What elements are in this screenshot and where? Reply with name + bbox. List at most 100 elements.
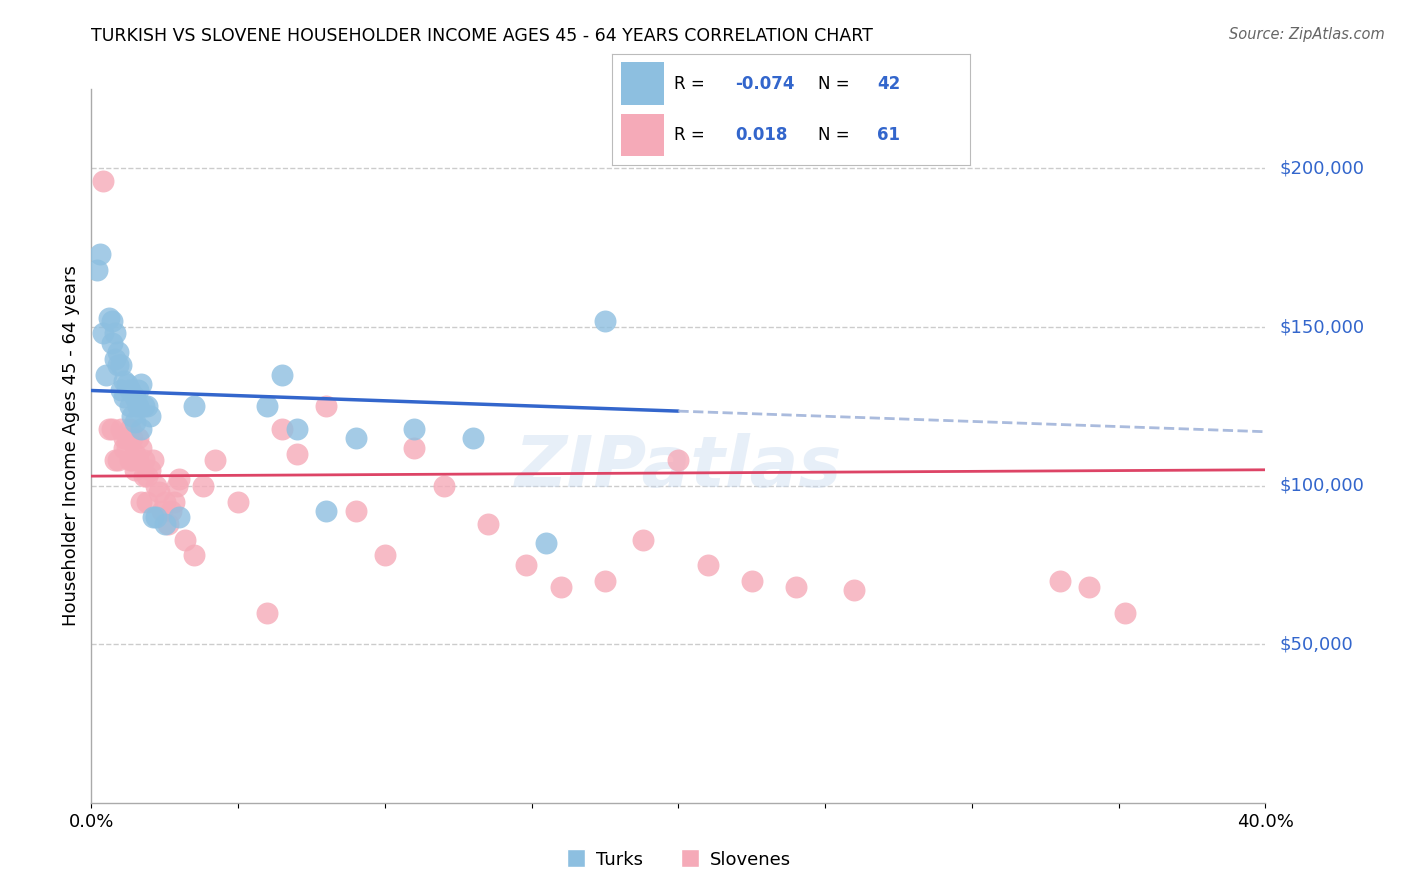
Text: $100,000: $100,000: [1279, 476, 1364, 495]
Point: [174, 533, 197, 547]
Point: [112, 374, 135, 388]
Text: R =: R =: [675, 75, 710, 93]
Point: [145, 510, 167, 524]
Point: [631, 533, 654, 547]
Point: [94, 368, 117, 382]
Text: 0.018: 0.018: [735, 126, 787, 144]
Point: [86, 263, 108, 277]
Point: [136, 400, 159, 414]
Point: [115, 377, 138, 392]
Point: [404, 421, 426, 435]
Text: N =: N =: [818, 126, 855, 144]
Point: [204, 453, 226, 467]
Point: [145, 478, 167, 492]
Point: [844, 583, 866, 598]
Point: [226, 494, 249, 508]
Text: $50,000: $50,000: [1279, 635, 1353, 653]
Point: [91, 174, 114, 188]
Point: [432, 478, 454, 492]
Point: [550, 580, 572, 594]
Point: [344, 431, 367, 445]
Point: [101, 421, 124, 435]
Point: [118, 453, 141, 467]
Point: [404, 441, 426, 455]
Point: [129, 421, 152, 435]
Point: [374, 549, 396, 563]
Point: [110, 421, 132, 435]
Point: [1114, 606, 1136, 620]
Point: [285, 447, 308, 461]
Point: [107, 453, 129, 467]
Point: [1078, 580, 1101, 594]
FancyBboxPatch shape: [620, 62, 664, 105]
Point: [191, 478, 214, 492]
Point: [104, 351, 127, 366]
Point: [142, 453, 165, 467]
Point: [127, 453, 149, 467]
Point: [153, 494, 176, 508]
Text: TURKISH VS SLOVENE HOUSEHOLDER INCOME AGES 45 - 64 YEARS CORRELATION CHART: TURKISH VS SLOVENE HOUSEHOLDER INCOME AG…: [91, 27, 873, 45]
Point: [104, 453, 127, 467]
Point: [271, 421, 294, 435]
Point: [461, 431, 484, 445]
Point: [136, 494, 159, 508]
Point: [593, 314, 616, 328]
Point: [101, 335, 124, 350]
Point: [344, 504, 367, 518]
FancyBboxPatch shape: [620, 114, 664, 156]
Text: 42: 42: [877, 75, 900, 93]
Point: [183, 549, 205, 563]
Point: [98, 310, 121, 325]
Point: [593, 574, 616, 588]
Point: [1049, 574, 1071, 588]
Point: [142, 510, 165, 524]
Point: [156, 516, 179, 531]
Point: [315, 504, 337, 518]
Point: [129, 377, 152, 392]
Point: [139, 409, 162, 423]
Point: [134, 469, 156, 483]
Point: [134, 400, 156, 414]
Point: [136, 469, 159, 483]
Point: [139, 463, 162, 477]
Point: [515, 558, 537, 572]
Point: [127, 384, 149, 398]
Point: [134, 453, 156, 467]
Point: [696, 558, 718, 572]
Point: [166, 478, 188, 492]
Point: [256, 400, 278, 414]
Point: [256, 606, 278, 620]
Text: $150,000: $150,000: [1279, 318, 1364, 336]
Point: [315, 400, 337, 414]
Point: [98, 421, 121, 435]
Text: R =: R =: [675, 126, 716, 144]
Point: [115, 441, 138, 455]
Y-axis label: Householder Income Ages 45 - 64 years: Householder Income Ages 45 - 64 years: [62, 266, 80, 626]
Legend: Turks, Slovenes: Turks, Slovenes: [558, 844, 799, 876]
Point: [118, 384, 141, 398]
Point: [104, 326, 127, 341]
Point: [666, 453, 689, 467]
Point: [110, 384, 132, 398]
Point: [159, 504, 181, 518]
Point: [169, 510, 191, 524]
Point: [124, 415, 146, 429]
Point: [118, 421, 141, 435]
Point: [536, 535, 558, 549]
Text: Source: ZipAtlas.com: Source: ZipAtlas.com: [1229, 27, 1385, 42]
Point: [477, 516, 499, 531]
Point: [785, 580, 807, 594]
Point: [121, 409, 143, 423]
Point: [112, 390, 135, 404]
Point: [107, 345, 129, 359]
Point: [101, 314, 124, 328]
Point: [115, 431, 138, 445]
Point: [112, 441, 135, 455]
Point: [124, 463, 146, 477]
Point: [129, 441, 152, 455]
Point: [150, 504, 173, 518]
Point: [121, 453, 143, 467]
Point: [271, 368, 294, 382]
Point: [148, 485, 170, 500]
Point: [89, 247, 111, 261]
